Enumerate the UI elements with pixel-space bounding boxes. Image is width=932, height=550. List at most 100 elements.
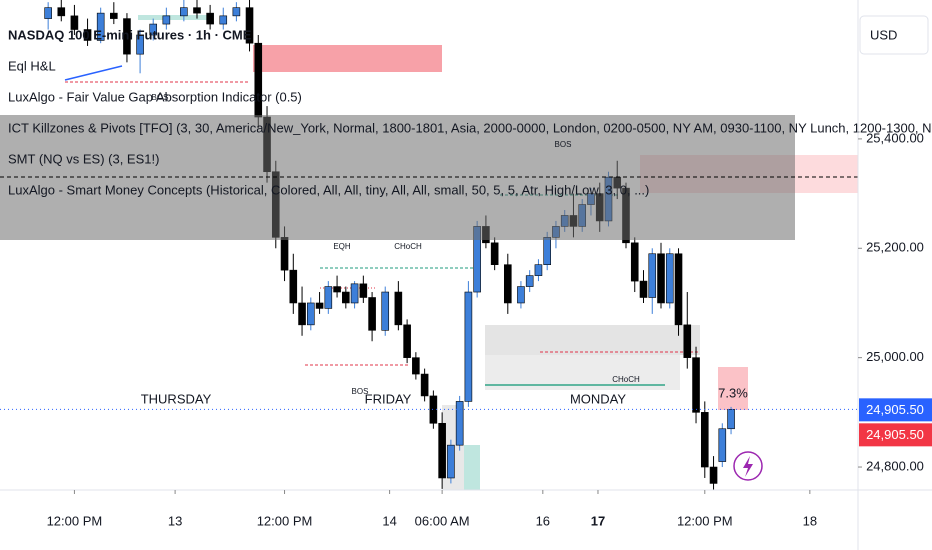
candle-body [289,269,298,304]
candle-body [381,291,390,331]
candle-body [368,297,376,331]
candle-body [359,283,368,298]
annotation: BOS [555,140,572,149]
x-tick-label: 12:00 PM [47,513,103,528]
supply-zone [253,45,442,72]
chart-title: NASDAQ 100 E-mini Futures · 1h · CME [8,27,252,42]
candle-body [394,291,403,326]
candle-body [298,302,306,326]
x-tick-label: 17 [591,513,605,528]
annotation: CHoCH [612,375,640,384]
candle-body [307,302,315,326]
indicator-label: ICT Killzones & Pivots [TFO] (3, 30, Ame… [8,120,932,135]
annotation: 7.3% [718,385,748,400]
candle-body [648,253,657,298]
fvg-zone [138,15,208,20]
candle-body [57,7,66,17]
x-tick-label: 14 [382,513,396,528]
candle-body [123,18,131,55]
candle-body [674,253,683,326]
candle-body [438,422,446,479]
candle-body [429,395,438,424]
x-tick-label: 16 [536,513,550,528]
candle-body [96,12,105,41]
fvg-zone [485,325,700,355]
candle-body [534,264,543,276]
candle-body [245,7,254,44]
price-label: 24,905.50 [866,402,924,417]
candle-body [149,23,158,36]
y-tick-label: 25,200.00 [866,240,924,255]
price-label-bg [859,398,932,422]
eql-line [64,65,123,81]
candle-body [403,324,411,358]
candle-body [412,357,420,375]
candle-body [464,291,473,402]
candle-body [543,237,551,265]
price-label-bg [859,423,932,447]
candle-body [503,264,512,304]
candle-body [333,286,341,293]
x-tick-label: 18 [803,513,817,528]
currency[interactable]: USD [870,27,897,42]
x-tick-label: 13 [168,513,182,528]
annotation: EQH [333,242,351,251]
candle-body [180,7,188,17]
x-tick-label: 06:00 AM [415,513,470,528]
x-tick-label: 12:00 PM [257,513,313,528]
indicator-label: SMT (NQ vs ES) (3, ES1!) [8,151,159,166]
candle-body [700,412,709,468]
alert-icon-bolt [743,456,753,477]
candle-body [193,7,201,14]
candle-body [630,242,639,282]
x-tick-label: 12:00 PM [677,513,733,528]
candle-body [83,29,92,41]
candle-body [280,237,289,271]
candle-body [490,242,499,265]
price-label: 24,905.50 [866,427,924,442]
candle-body [219,15,228,25]
candle-body [206,12,214,25]
candle-body [324,286,333,309]
candle-body [420,373,429,397]
legend: NASDAQ 100 E-mini Futures · 1h · CME Eql… [8,27,932,197]
candle-body [162,15,171,25]
currency-button[interactable] [859,15,929,55]
candle-body [254,42,263,118]
day-label: MONDAY [570,391,626,406]
y-tick-label: 25,000.00 [866,349,924,364]
candle-body [136,34,144,55]
day-label: FRIDAY [365,391,412,406]
indicator-label: LuxAlgo - Smart Money Concepts (Historic… [8,182,649,197]
candle-body [70,15,79,30]
zones [64,15,858,490]
y-tick-label: 25,400.00 [866,130,924,145]
annotation: CHoCH [394,242,422,251]
candle-body [455,401,464,446]
indicator-label: Eql H&L [8,58,56,73]
candle-body [447,444,455,479]
candle-body [709,466,718,484]
candle-body [727,409,735,430]
candle-body [44,7,52,19]
annotation: BOS [152,93,169,102]
candle-body [110,12,118,19]
candle-body [342,291,350,304]
candle-body [683,324,692,358]
candle-body [350,283,359,304]
candle-body [692,357,700,413]
candle-body [525,275,534,287]
legend-highlight [0,115,795,240]
annotation: BOS [352,387,369,396]
day-label: THURSDAY [141,391,212,406]
candle-body [315,302,324,309]
candle-body [718,428,727,462]
candle-body [657,253,665,304]
indicator-label: LuxAlgo - Fair Value Gap Absorption Indi… [8,89,302,104]
fvg-zone [718,367,748,410]
fvg-zone [464,445,480,490]
candle-body [665,253,674,304]
candle-body [517,286,525,304]
candle-body [639,280,648,298]
